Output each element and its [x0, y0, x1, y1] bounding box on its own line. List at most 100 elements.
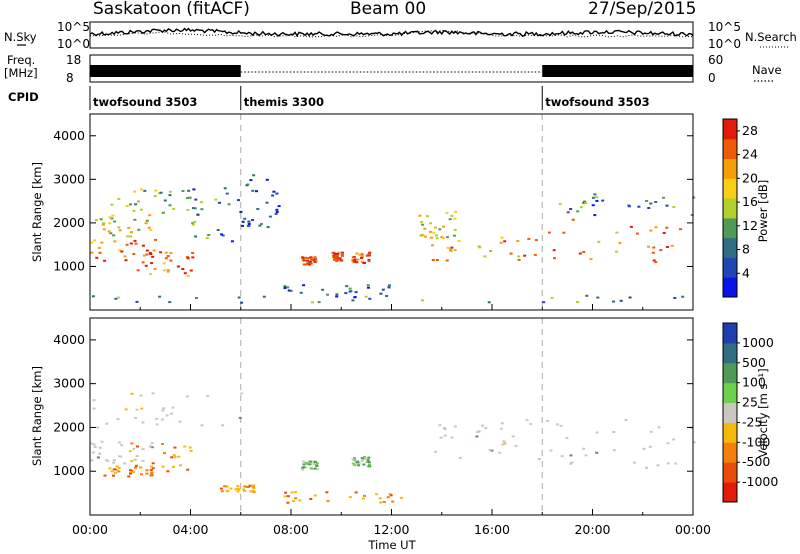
range-cell	[302, 466, 306, 469]
range-cell	[665, 246, 669, 248]
range-cell	[90, 459, 94, 462]
range-cell	[421, 223, 425, 226]
range-cell	[500, 236, 504, 239]
range-cell	[283, 285, 287, 288]
range-cell	[315, 465, 319, 467]
range-cell	[230, 240, 234, 243]
range-cell	[333, 258, 336, 261]
range-cell	[243, 489, 247, 492]
range-cell	[128, 450, 132, 453]
range-cell	[200, 208, 204, 211]
range-cell	[666, 442, 670, 445]
freq-block-2	[542, 65, 693, 77]
range-cell	[305, 263, 309, 266]
velocity-colorbar-label: Velocity [m s⁻¹]	[756, 368, 770, 457]
range-cell	[143, 254, 146, 257]
colorbar-tick-label-2: 12	[742, 218, 758, 233]
nsky-label: N.Sky	[4, 30, 37, 44]
range-cell	[672, 206, 676, 208]
range-cell	[94, 219, 98, 221]
range-cell	[120, 250, 124, 253]
range-cell	[149, 273, 152, 275]
range-cell	[490, 449, 494, 452]
colorbar-swatch-6	[723, 362, 737, 384]
station-name: Saskatoon	[93, 0, 181, 19]
range-cell	[186, 274, 190, 277]
range-cell	[112, 459, 116, 462]
range-cell	[552, 249, 556, 252]
range-cell	[624, 419, 628, 422]
range-cell	[595, 431, 599, 434]
range-cell	[476, 431, 480, 433]
range-cell	[256, 208, 260, 210]
power-panel-frame	[89, 113, 694, 311]
range-cell	[315, 462, 319, 465]
range-cell	[582, 447, 586, 450]
noise-tick-right-top: 10^5	[708, 20, 741, 34]
range-cell	[145, 219, 149, 222]
range-cell	[648, 445, 652, 448]
range-cell	[110, 203, 114, 206]
range-cell	[286, 495, 290, 498]
range-cell	[165, 414, 169, 417]
algorithm-label: (fitACF)	[186, 0, 250, 19]
range-cell	[219, 487, 223, 490]
nave-label: Nave	[752, 63, 782, 77]
range-cell	[360, 457, 364, 460]
range-cell	[593, 214, 597, 217]
range-cell	[243, 485, 247, 488]
colorbar-tick-label-0: 1000	[742, 335, 774, 350]
range-cell	[247, 220, 251, 223]
range-cell	[302, 263, 306, 266]
range-cell	[595, 199, 599, 202]
range-cell	[421, 299, 424, 302]
range-cell	[356, 461, 360, 464]
range-cell	[443, 434, 447, 437]
range-cell	[362, 463, 366, 466]
range-cell	[134, 203, 138, 206]
range-cell	[601, 199, 605, 202]
range-cell	[205, 237, 209, 239]
range-cell	[251, 490, 255, 492]
colorbar-swatch-1	[723, 257, 737, 278]
range-cell	[368, 463, 371, 466]
range-cell	[164, 251, 168, 254]
range-cell	[149, 229, 153, 232]
range-cell	[114, 468, 118, 471]
colorbar-tick-label-2: 100	[742, 375, 766, 390]
range-cell	[445, 236, 449, 239]
range-cell	[245, 486, 249, 488]
range-cell	[125, 243, 129, 246]
range-cell	[692, 196, 696, 199]
range-cell	[117, 226, 121, 229]
range-cell	[252, 174, 256, 177]
range-cell	[272, 190, 276, 193]
range-cell	[166, 470, 170, 473]
range-cell	[115, 465, 119, 468]
range-cell	[584, 201, 588, 204]
range-cell	[562, 231, 566, 234]
range-cell	[399, 496, 403, 499]
range-cell	[423, 227, 427, 230]
colorbar-swatch-4	[723, 198, 737, 219]
range-cell	[595, 196, 599, 199]
range-cell	[249, 179, 253, 182]
range-cell	[633, 461, 636, 464]
range-cell	[141, 244, 145, 247]
range-cell	[123, 462, 127, 465]
range-cell	[141, 261, 145, 264]
range-cell	[225, 192, 229, 195]
colorbar-swatch-2	[723, 237, 737, 258]
range-cell	[354, 291, 358, 294]
nave-tick-top: 60	[708, 53, 723, 67]
range-cell	[112, 461, 116, 464]
velocity-panel-frame	[89, 317, 694, 516]
range-cell	[108, 467, 112, 470]
range-cell	[255, 190, 258, 193]
range-cell	[130, 442, 134, 445]
range-cell	[379, 292, 383, 295]
range-cell	[145, 469, 149, 472]
range-cell	[475, 435, 479, 438]
colorbar-tick-label-6: -500	[742, 454, 770, 469]
range-cell	[517, 258, 521, 261]
